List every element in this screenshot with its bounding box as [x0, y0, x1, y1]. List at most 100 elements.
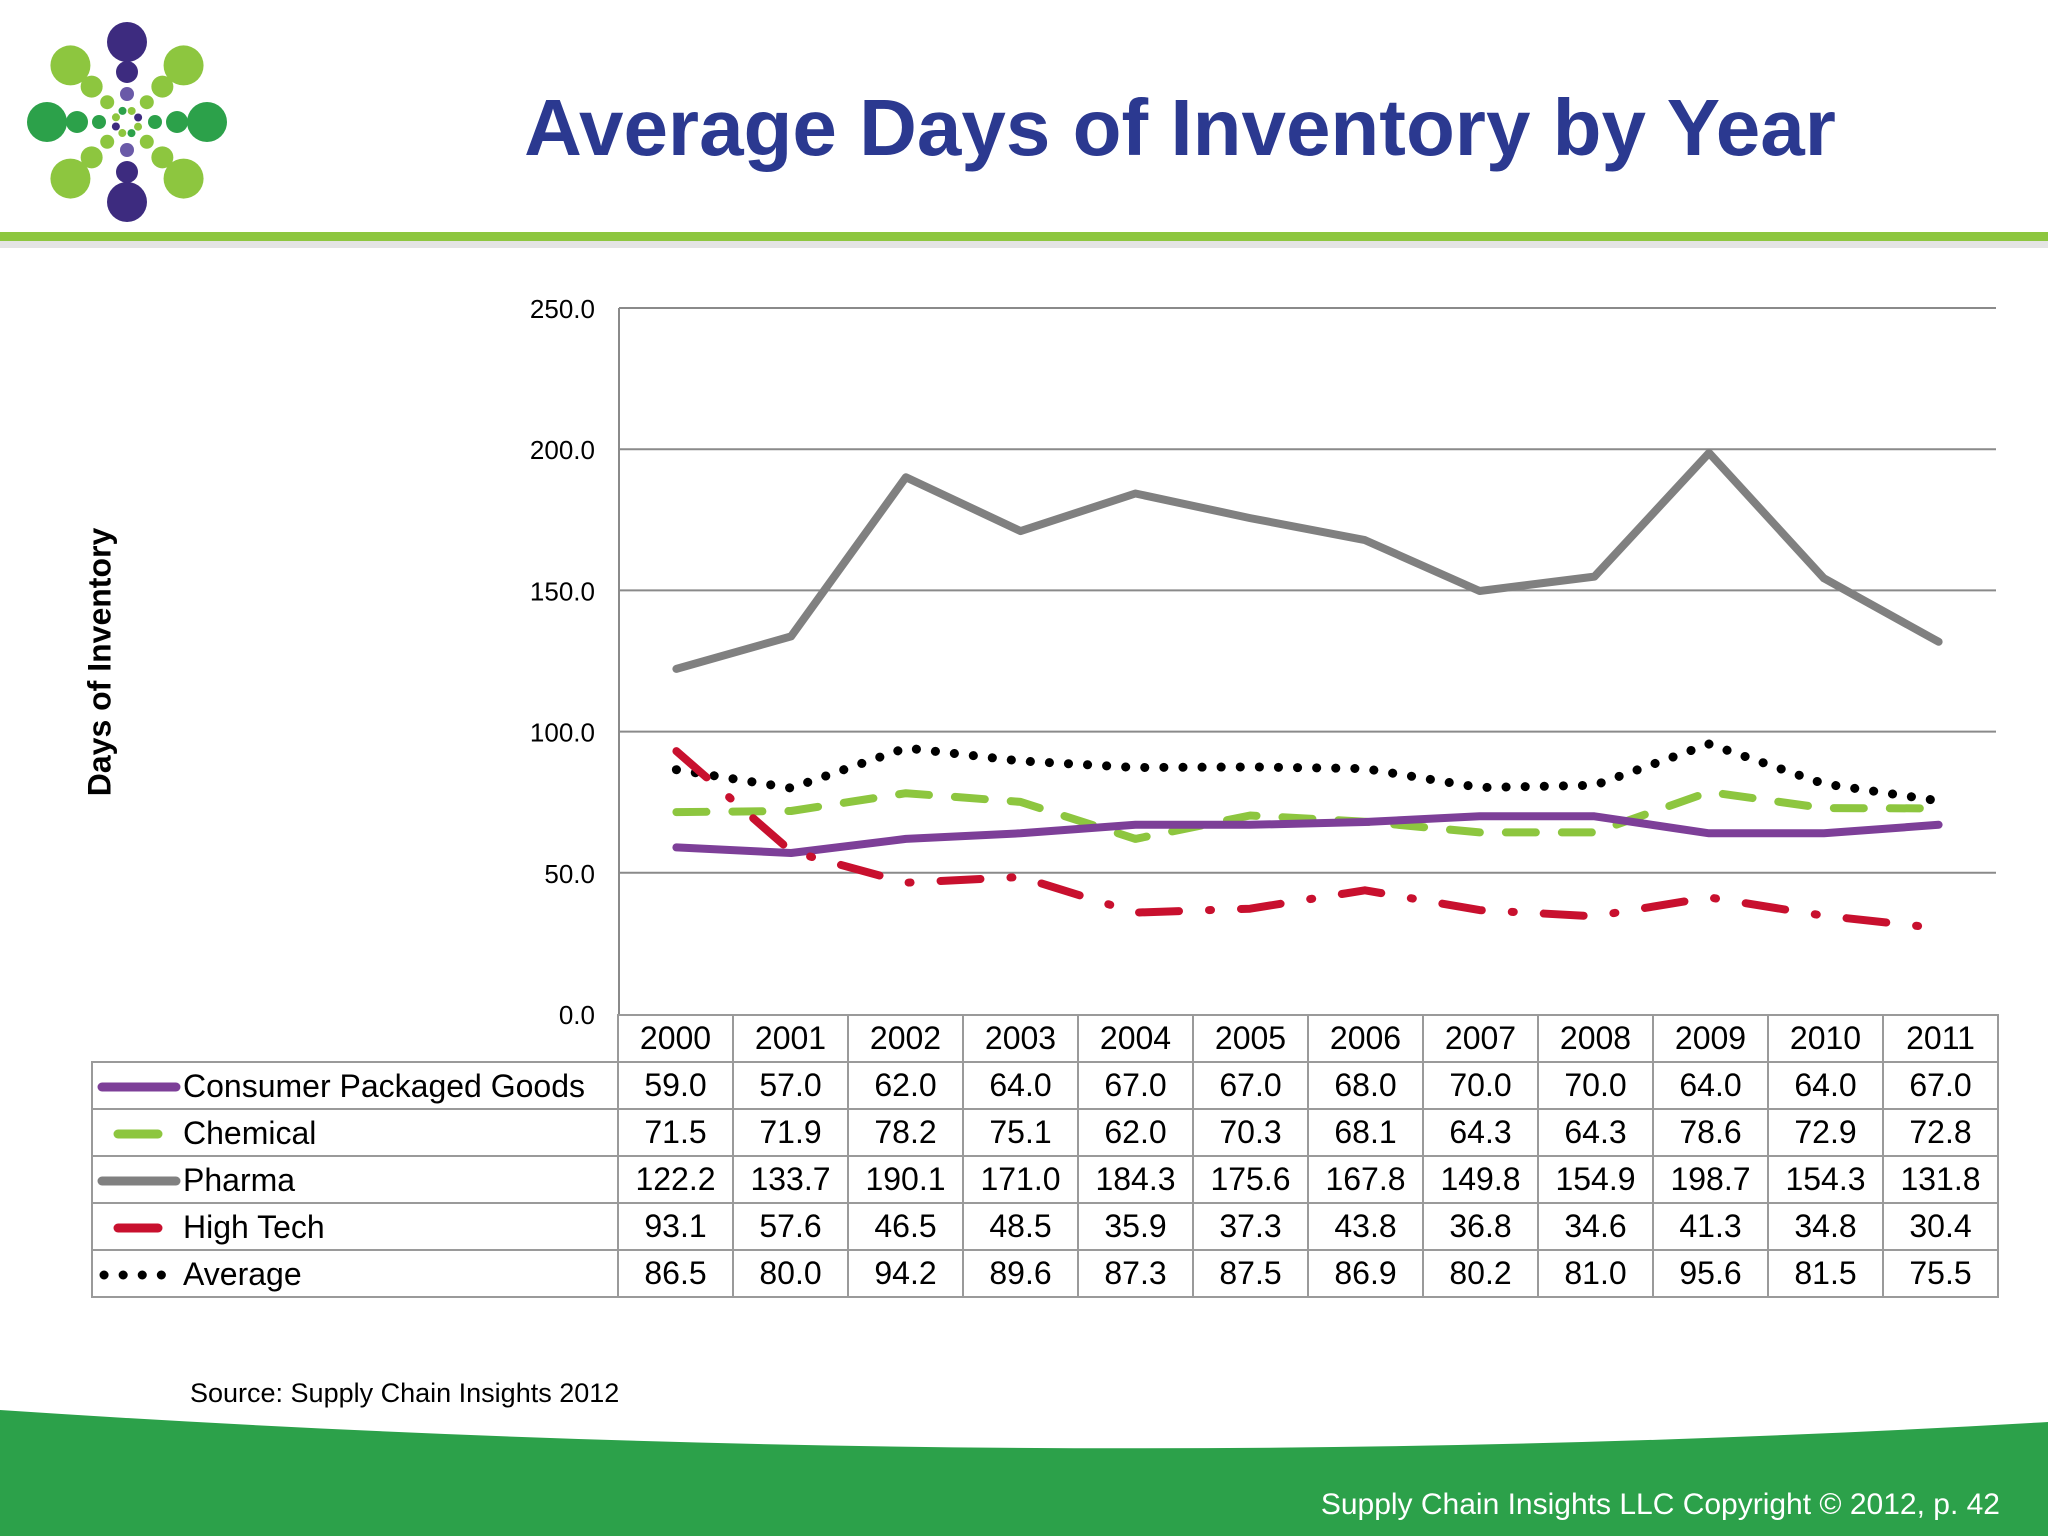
legend-entry: Chemical	[91, 1108, 619, 1157]
logo-dot	[120, 143, 134, 157]
logo-dot	[163, 158, 204, 199]
year-header: 2008	[1537, 1014, 1654, 1063]
data-cell: 71.5	[617, 1108, 734, 1157]
data-cell: 67.0	[1192, 1061, 1309, 1110]
data-cell: 35.9	[1077, 1202, 1194, 1251]
data-cell: 72.9	[1767, 1108, 1884, 1157]
data-cell: 93.1	[617, 1202, 734, 1251]
year-header: 2001	[732, 1014, 849, 1063]
data-table: 2000 2001 2002 2003 2004 2005 2006 2007 2008 2009…	[91, 1014, 1999, 1298]
data-cell: 75.1	[962, 1108, 1079, 1157]
logo-dot	[134, 113, 143, 122]
series-line-pharma	[672, 448, 1943, 673]
year-header: 2002	[847, 1014, 964, 1063]
logo-dot	[50, 45, 91, 86]
logo-dot	[107, 182, 147, 222]
data-cell: 122.2	[617, 1155, 734, 1204]
y-tick-label: 200.0	[530, 435, 595, 465]
data-cell: 71.9	[732, 1108, 849, 1157]
legend-swatch	[97, 1176, 181, 1186]
data-cell: 70.3	[1192, 1108, 1309, 1157]
logo-dot	[127, 129, 136, 138]
legend-entry: Average	[91, 1249, 619, 1298]
table-header-row: 2000 2001 2002 2003 2004 2005 2006 2007 2008 2009…	[92, 1014, 1999, 1063]
logo-dot	[111, 113, 120, 122]
logo-dot	[80, 75, 103, 98]
data-cell: 89.6	[962, 1249, 1079, 1298]
data-cell: 62.0	[1077, 1108, 1194, 1157]
legend-swatch	[99, 1270, 181, 1280]
page-title: Average Days of Inventory by Year	[524, 83, 1836, 172]
series-line-high-tech	[672, 747, 1943, 933]
data-cell: 94.2	[847, 1249, 964, 1298]
logo-dot	[166, 111, 188, 133]
logo-dot	[27, 102, 67, 142]
company-logo	[27, 22, 227, 222]
data-cell: 64.0	[1652, 1061, 1769, 1110]
logo-dot	[127, 106, 136, 115]
logo-dot	[111, 122, 120, 131]
y-tick-label: 50.0	[544, 859, 595, 889]
logo-dot	[120, 87, 134, 101]
year-header: 2011	[1882, 1014, 1999, 1063]
logo-dot	[116, 161, 138, 183]
data-cell: 190.1	[847, 1155, 964, 1204]
data-cell: 72.8	[1882, 1108, 1999, 1157]
year-header: 2004	[1077, 1014, 1194, 1063]
data-cell: 149.8	[1422, 1155, 1539, 1204]
data-cell: 75.5	[1882, 1249, 1999, 1298]
legend-entry: Pharma	[91, 1155, 619, 1204]
logo-dot	[118, 106, 127, 115]
year-header: 2009	[1652, 1014, 1769, 1063]
data-cell: 154.9	[1537, 1155, 1654, 1204]
year-header: 2003	[962, 1014, 1079, 1063]
legend-swatch	[97, 1082, 181, 1092]
year-header: 2007	[1422, 1014, 1539, 1063]
year-header: 2000	[617, 1014, 734, 1063]
data-cell: 78.2	[847, 1108, 964, 1157]
data-cell: 184.3	[1077, 1155, 1194, 1204]
logo-dot	[148, 115, 162, 129]
logo-dot	[118, 129, 127, 138]
data-cell: 81.0	[1537, 1249, 1654, 1298]
legend-entry: High Tech	[91, 1202, 619, 1251]
data-cell: 70.0	[1422, 1061, 1539, 1110]
table-row: Average 86.5 80.0 94.2 89.6 87.3 87.5 86.9 80.2 8…	[91, 1249, 1999, 1298]
data-cell: 67.0	[1882, 1061, 1999, 1110]
data-cell: 67.0	[1077, 1061, 1194, 1110]
y-tick-label: 0.0	[559, 1000, 595, 1030]
year-header: 2010	[1767, 1014, 1884, 1063]
table-row: High Tech 93.1 57.6 46.5 48.5 35.9 37.3 43.8 36.…	[91, 1202, 1999, 1251]
data-cell: 95.6	[1652, 1249, 1769, 1298]
data-cell: 68.1	[1307, 1108, 1424, 1157]
data-cell: 43.8	[1307, 1202, 1424, 1251]
legend-label: Pharma	[183, 1162, 296, 1199]
data-cell: 87.5	[1192, 1249, 1309, 1298]
series-line-chemical	[672, 788, 1943, 843]
logo-dot	[187, 102, 227, 142]
y-tick-label: 250.0	[530, 294, 595, 324]
header-divider	[0, 232, 2048, 248]
data-cell: 46.5	[847, 1202, 964, 1251]
data-cell: 68.0	[1307, 1061, 1424, 1110]
logo-dot	[66, 111, 88, 133]
data-cell: 86.5	[617, 1249, 734, 1298]
data-cell: 80.0	[732, 1249, 849, 1298]
data-cell: 175.6	[1192, 1155, 1309, 1204]
logo-dot	[80, 146, 103, 169]
data-cell: 64.0	[962, 1061, 1079, 1110]
data-cell: 64.3	[1422, 1108, 1539, 1157]
copyright-text: Supply Chain Insights LLC Copyright © 20…	[1320, 1488, 2000, 1521]
year-header: 2005	[1192, 1014, 1309, 1063]
series-line-average	[671, 739, 1944, 806]
data-cell: 78.6	[1652, 1108, 1769, 1157]
data-cell: 133.7	[732, 1155, 849, 1204]
data-cell: 41.3	[1652, 1202, 1769, 1251]
legend-label: High Tech	[183, 1209, 325, 1246]
table-row: Chemical 71.5 71.9 78.2 75.1 62.0 70.3 68.1 64.3…	[91, 1108, 1999, 1157]
table-corner	[92, 1015, 618, 1062]
data-cell: 34.8	[1767, 1202, 1884, 1251]
data-cell: 80.2	[1422, 1249, 1539, 1298]
data-cell: 198.7	[1652, 1155, 1769, 1204]
